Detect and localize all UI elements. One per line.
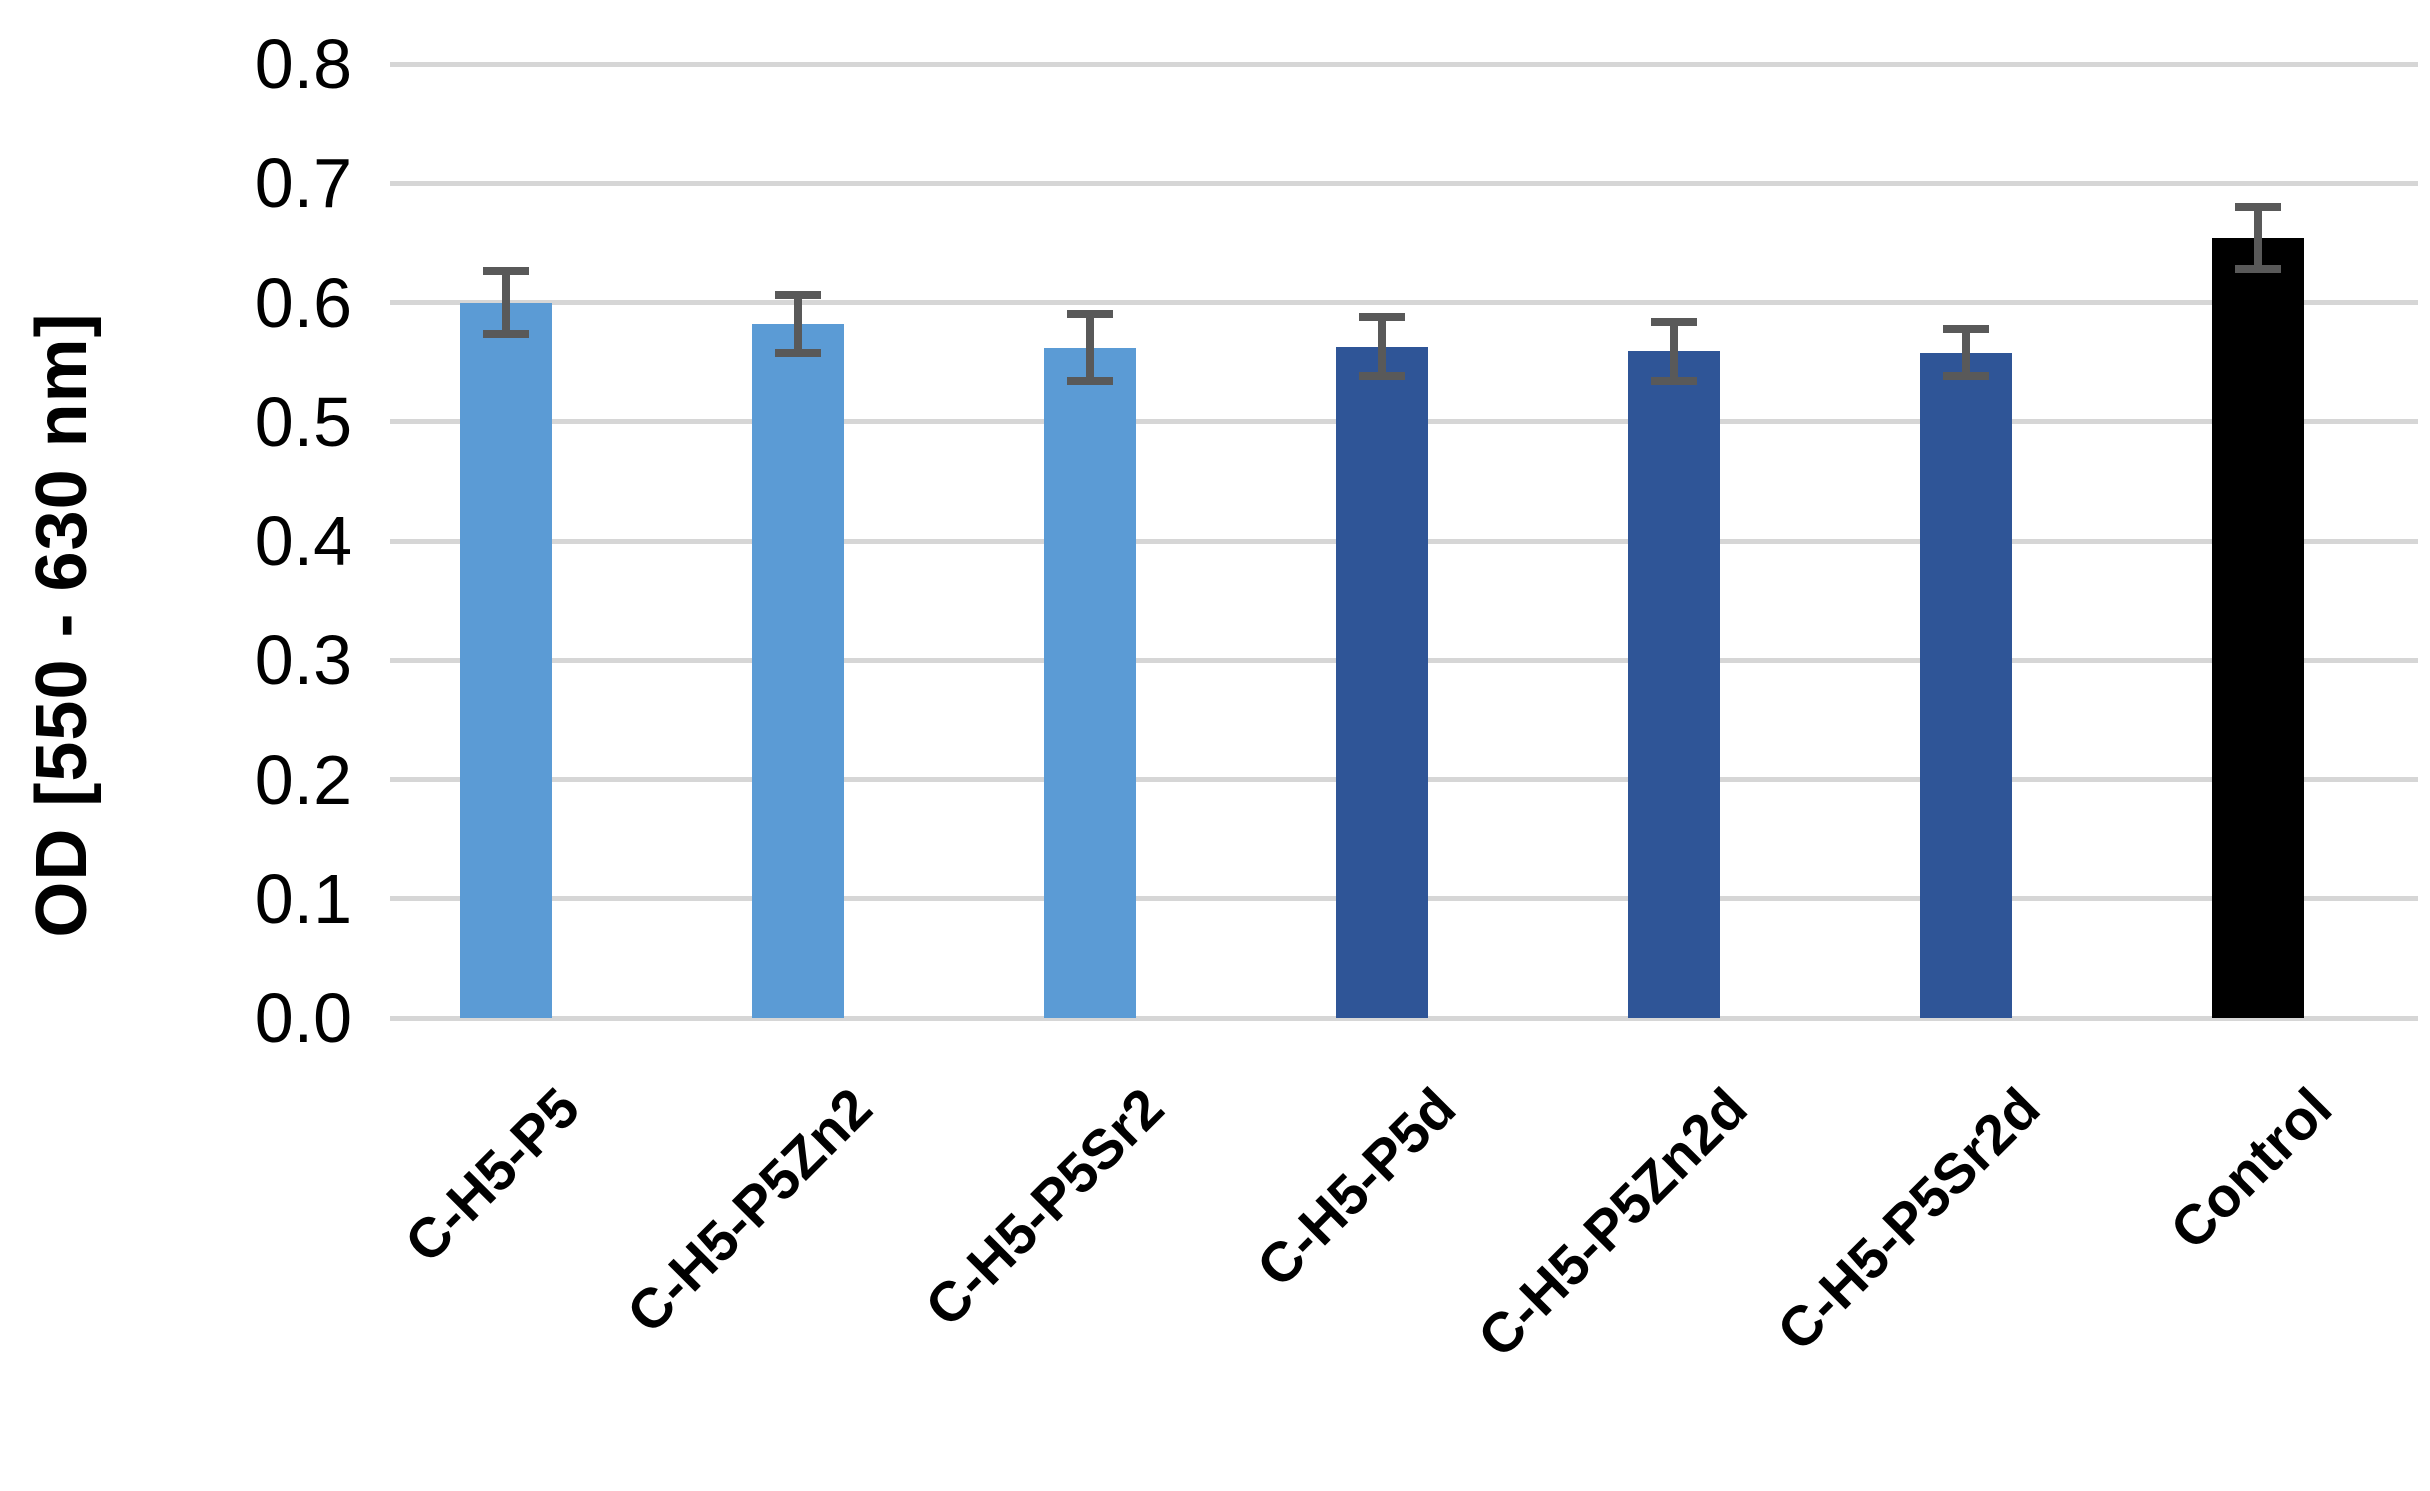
bar	[1044, 347, 1136, 1018]
error-bar-stem	[502, 271, 510, 334]
error-bar-stem	[1378, 316, 1386, 377]
y-axis-tick-label: 0.1	[254, 859, 352, 938]
gridline	[390, 300, 2418, 305]
bar	[752, 323, 844, 1018]
error-bar-stem	[794, 295, 802, 353]
error-bar-top-cap	[1943, 324, 1989, 333]
bar	[1336, 346, 1428, 1018]
y-axis-tick-label: 0.0	[254, 979, 352, 1057]
x-axis-category-label: C-H5-P5Zn2d	[1466, 1075, 1760, 1369]
gridline	[390, 1015, 2418, 1021]
error-bar-top-cap	[483, 267, 529, 276]
x-axis-category-label: C-H5-P5Sr2d	[1764, 1075, 2052, 1363]
error-bar-bottom-cap	[1943, 372, 1989, 381]
y-axis-tick-label: 0.3	[254, 621, 352, 700]
error-bar-top-cap	[1067, 310, 1113, 319]
error-bar-bottom-cap	[2235, 265, 2281, 274]
gridline	[390, 61, 2418, 67]
error-bar-bottom-cap	[483, 329, 529, 338]
error-bar-bottom-cap	[1359, 372, 1405, 381]
x-axis-category-label: C-H5-P5d	[1244, 1075, 1468, 1299]
x-axis-category-label: C-H5-P5Sr2	[912, 1075, 1176, 1339]
y-axis-tick-label: 0.2	[254, 740, 352, 819]
x-axis-category-label: Control	[2157, 1075, 2344, 1262]
error-bar-bottom-cap	[1067, 377, 1113, 386]
error-bar-bottom-cap	[775, 348, 821, 357]
bar	[1920, 352, 2012, 1018]
y-axis-tick-label: 0.8	[254, 25, 352, 103]
bar	[2212, 238, 2304, 1018]
bar	[460, 302, 552, 1018]
y-axis-tick-label: 0.6	[254, 263, 352, 342]
error-bar-stem	[1962, 328, 1970, 377]
error-bar-stem	[1086, 314, 1094, 382]
x-axis-category-label: C-H5-P5	[392, 1075, 592, 1275]
error-bar-top-cap	[1359, 312, 1405, 321]
gridline	[390, 180, 2418, 186]
error-bar-top-cap	[775, 291, 821, 300]
error-bar-top-cap	[2235, 203, 2281, 212]
error-bar-stem	[2254, 207, 2262, 270]
y-axis-tick-label: 0.7	[254, 144, 352, 223]
y-axis-title: OD [550 - 630 nm]	[22, 312, 102, 938]
y-axis-tick-label: 0.4	[254, 502, 352, 580]
error-bar-bottom-cap	[1651, 377, 1697, 386]
x-axis-category-label: C-H5-P5Zn2	[614, 1075, 884, 1345]
error-bar-top-cap	[1651, 317, 1697, 326]
y-axis-tick-label: 0.5	[254, 382, 352, 461]
bar	[1628, 351, 1720, 1018]
error-bar-stem	[1670, 321, 1678, 382]
